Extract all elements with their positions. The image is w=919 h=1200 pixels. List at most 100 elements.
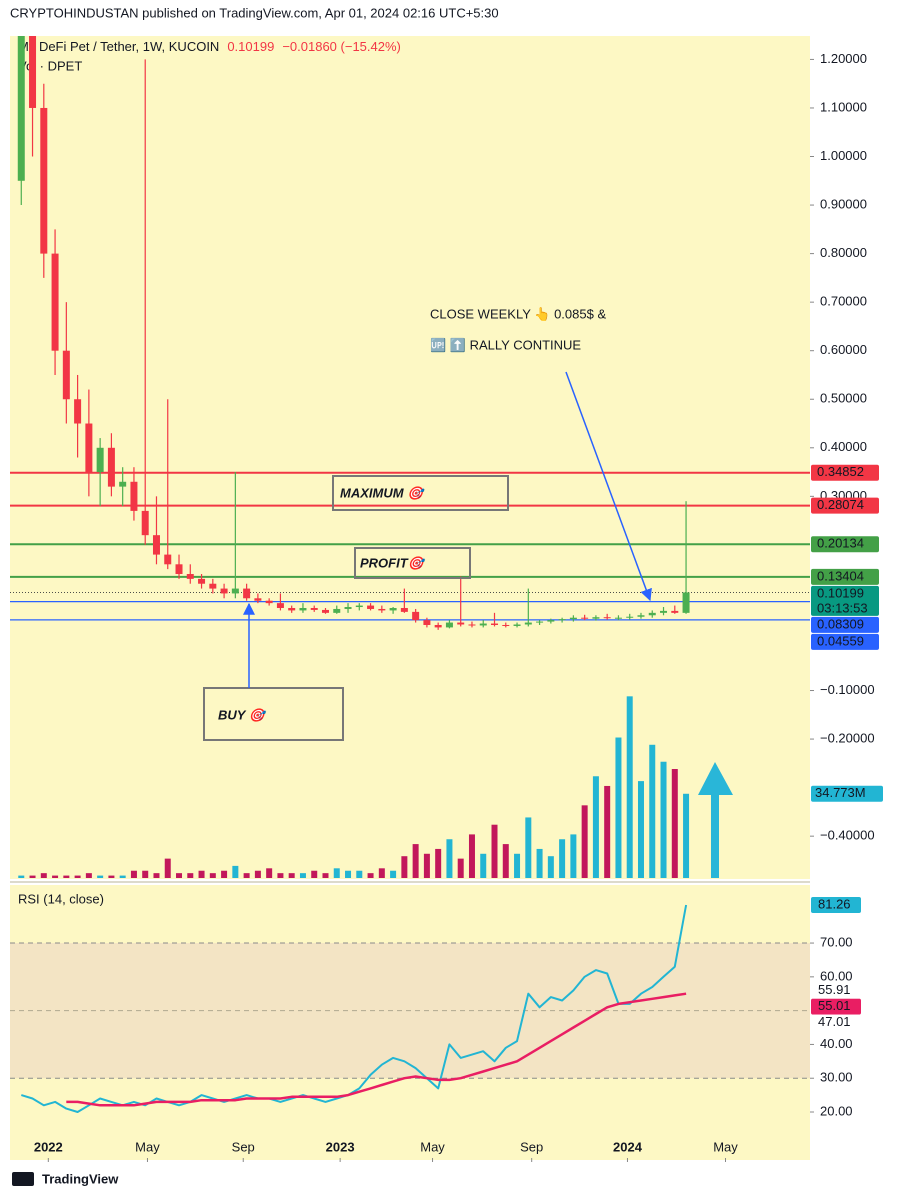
volume-bar — [345, 870, 352, 878]
volume-bar — [232, 865, 239, 878]
candle-body — [288, 607, 296, 611]
y-tick-label: 1.20000 — [820, 51, 867, 66]
candle-body — [265, 600, 273, 604]
x-tick-label: May — [420, 1139, 445, 1154]
volume-bar — [288, 873, 295, 878]
candle-body — [536, 621, 544, 623]
x-tick-label: May — [713, 1139, 738, 1154]
volume-bar — [198, 870, 205, 878]
candle-body — [62, 350, 70, 400]
candle-body — [445, 622, 453, 628]
candle-body — [276, 603, 284, 608]
candle-body — [299, 607, 307, 611]
candle-body — [378, 608, 386, 611]
rsi-badge-label: 47.01 — [818, 1014, 851, 1029]
price-badge-label: 0.28074 — [817, 497, 864, 512]
price-badge — [811, 633, 879, 650]
price-badge-label: 0.13404 — [817, 568, 864, 583]
annotation-profit: PROFIT🎯 — [360, 555, 427, 570]
y-tick-label: 0.80000 — [820, 245, 867, 260]
volume-bar — [457, 858, 464, 878]
volume-bar — [266, 868, 273, 878]
volume-bar — [423, 853, 430, 878]
volume-bar — [581, 805, 588, 878]
candle-body — [491, 623, 499, 625]
volume-bar — [221, 870, 228, 878]
candle-body — [603, 617, 611, 619]
y-tick-label: 0.50000 — [820, 391, 867, 406]
candle-body — [186, 574, 194, 579]
price-badge-label: 0.08309 — [817, 616, 864, 631]
volume-bar — [683, 793, 690, 878]
volume-badge-label: 34.773M — [815, 785, 866, 800]
x-tick-label: 2022 — [34, 1139, 63, 1154]
volume-bar — [671, 769, 678, 878]
volume-bar — [626, 696, 633, 878]
rsi-layer — [10, 904, 810, 1113]
price-change: −0.01860 (−15.42%) — [282, 39, 401, 54]
volume-bar — [29, 875, 36, 878]
price-badge-label: 0.04559 — [817, 633, 864, 648]
candle-body — [355, 605, 363, 608]
candle-body — [310, 607, 318, 610]
annotation-rally: 🆙 ⬆️ RALLY CONTINUE — [430, 337, 581, 352]
volume-bar — [536, 848, 543, 878]
candle-body — [513, 624, 521, 626]
volume-bar — [514, 853, 521, 878]
x-tick-label: May — [135, 1139, 160, 1154]
publisher: CRYPTOHINDUSTAN published on TradingView… — [10, 5, 499, 20]
volume-badge — [811, 785, 883, 802]
buy-box — [203, 687, 344, 741]
volume-bar — [97, 875, 104, 878]
y-tick-label: 0.60000 — [820, 342, 867, 357]
candle-body — [130, 481, 138, 511]
volume-bar — [491, 824, 498, 878]
candle-body — [141, 510, 149, 536]
volume-bar — [311, 870, 318, 878]
volume-bar — [570, 834, 577, 878]
price-pane-bg — [10, 36, 810, 879]
candle-body — [682, 592, 690, 613]
y-tick-label: 60.00 — [820, 968, 853, 983]
price-layer — [10, 36, 810, 878]
y-tick-label: 0.70000 — [820, 294, 867, 309]
annotation-maximum: MAXIMUM 🎯 — [340, 485, 426, 500]
volume-bar — [525, 817, 532, 878]
candle-body — [367, 605, 375, 609]
volume-bar — [130, 870, 137, 878]
maximum-box — [332, 475, 509, 511]
volume-bar — [85, 873, 92, 878]
rsi-badge — [811, 982, 861, 999]
annotation-buy: BUY 🎯 — [218, 707, 268, 722]
candle-body — [220, 588, 228, 594]
candle-body — [107, 447, 115, 487]
volume-bar — [333, 868, 340, 878]
countdown-label: 03:13:53 — [817, 600, 868, 615]
volume-bar — [604, 785, 611, 878]
volume-bar — [254, 870, 261, 878]
candle-body — [660, 610, 668, 613]
price-badge-label: 0.34852 — [817, 464, 864, 479]
rally-up-arrow — [698, 762, 733, 878]
candle-body — [412, 611, 420, 621]
candle-body — [648, 612, 656, 616]
price-badge — [811, 464, 879, 481]
candle-body — [457, 622, 465, 625]
candle-body — [614, 617, 622, 619]
y-tick-label: −0.20000 — [820, 731, 875, 746]
volume-bar — [367, 873, 374, 878]
candle-body — [74, 399, 82, 424]
volume-bar — [108, 875, 115, 878]
rsi-title: RSI (14, close) — [18, 891, 104, 906]
x-tick-label: 2023 — [326, 1139, 355, 1154]
candle-body — [198, 578, 206, 584]
y-tick-label: 70.00 — [820, 934, 853, 949]
rsi-badge — [811, 1014, 861, 1031]
rsi-badge-label: 55.91 — [818, 982, 851, 997]
candle-body — [164, 554, 172, 565]
candle-body — [40, 107, 48, 254]
candle-body — [344, 607, 352, 609]
candle-body — [468, 624, 476, 626]
rsi-badge — [811, 998, 861, 1015]
